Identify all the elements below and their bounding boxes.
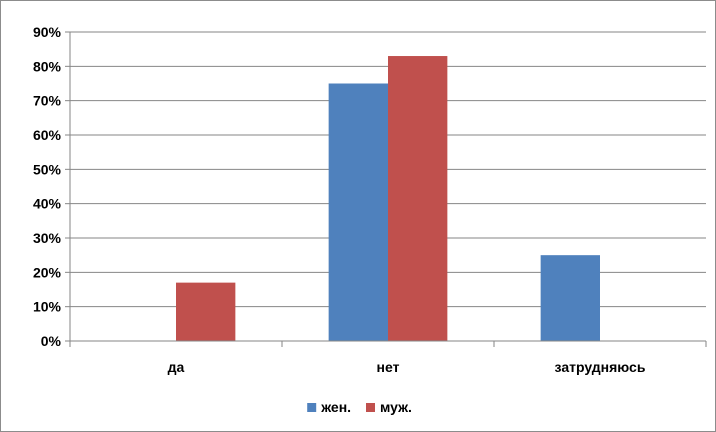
bar-жен-затрудняюсь (540, 255, 600, 341)
y-tick-label: 40% (33, 196, 62, 212)
legend-label: муж. (380, 399, 412, 415)
x-tick-label: да (168, 359, 185, 375)
bars (176, 56, 600, 342)
y-tick-label: 70% (33, 93, 62, 109)
x-tick-label: затрудняюсь (555, 359, 646, 375)
legend-swatch (366, 403, 375, 412)
bar-муж-да (176, 282, 236, 341)
legend-swatch (307, 403, 317, 412)
legend-label: жен. (320, 399, 351, 415)
y-tick-label: 30% (33, 230, 62, 246)
bar-муж-нет (388, 56, 448, 342)
x-tick-labels: да нет затрудняюсь (168, 359, 646, 375)
y-tick-label: 20% (33, 264, 62, 280)
legend: жен. муж. (307, 399, 412, 415)
y-tick-label: 0% (41, 333, 62, 349)
y-tick-label: 90% (33, 24, 62, 40)
x-tick-label: нет (377, 359, 400, 375)
y-tick-label: 60% (33, 127, 62, 143)
y-tick-label: 50% (33, 161, 62, 177)
y-tick-labels: 0% 10% 20% 30% 40% 50% 60% 70% 80% 90% (33, 24, 62, 349)
y-tick-label: 10% (33, 299, 62, 315)
y-tick-label: 80% (33, 58, 62, 74)
axes (65, 31, 707, 347)
bar-жен-нет (328, 83, 388, 341)
